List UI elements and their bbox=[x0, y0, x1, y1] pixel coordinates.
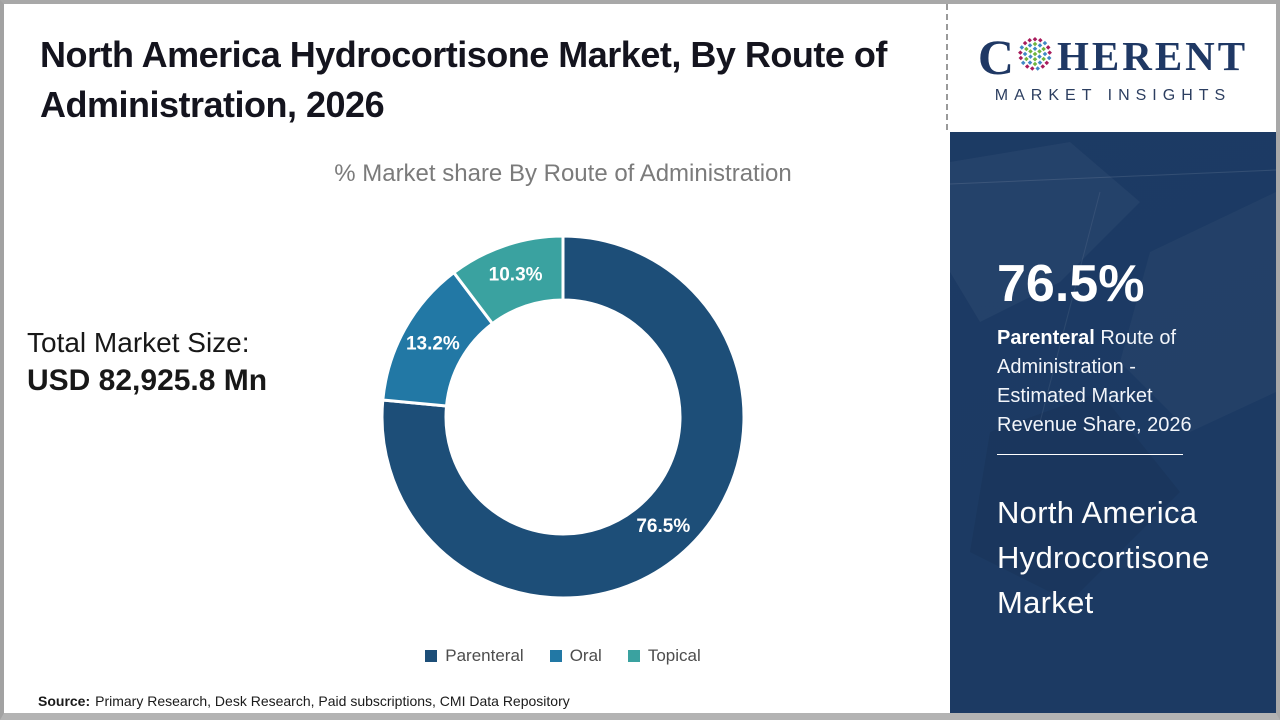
share-description-rest: Route of Administration - Estimated Mark… bbox=[997, 327, 1192, 436]
share-description: Parenteral Route of Administration - Est… bbox=[997, 324, 1209, 440]
legend-label-parenteral: Parenteral bbox=[445, 646, 524, 665]
map-watermark bbox=[950, 142, 1276, 602]
slice-topical bbox=[451, 234, 565, 326]
chart-legend: Parenteral Oral Topical bbox=[378, 646, 748, 666]
legend-label-oral: Oral bbox=[569, 646, 602, 665]
source-text: Primary Research, Desk Research, Paid su… bbox=[95, 693, 570, 709]
share-value: 76.5% bbox=[997, 255, 1145, 313]
total-market-value: USD 82,925.8 Mn bbox=[27, 364, 268, 397]
legend-swatch-topical bbox=[627, 650, 640, 662]
legend-item-oral: Oral bbox=[549, 646, 602, 666]
logo-letter-c: C bbox=[977, 28, 1014, 85]
logo: C HERENT MARKET INSIGHTS bbox=[950, 4, 1276, 132]
legend-item-topical: Topical bbox=[627, 646, 701, 666]
share-description-bold: Parenteral bbox=[997, 327, 1095, 349]
logo-letters-rest: HERENT bbox=[1056, 33, 1249, 79]
legend-swatch-parenteral bbox=[425, 650, 438, 662]
chart-title: % Market share By Route of Administratio… bbox=[334, 160, 792, 187]
sidebar-market-title: North America Hydrocortisone Market bbox=[997, 495, 1210, 620]
slice-label-oral: 13.2% bbox=[406, 333, 460, 354]
total-market-block: Total Market Size: USD 82,925.8 Mn bbox=[27, 324, 267, 400]
legend-item-parenteral: Parenteral bbox=[425, 646, 524, 666]
source-label: Source: bbox=[38, 693, 91, 709]
dashed-divider bbox=[946, 4, 948, 130]
source-line: Source: Primary Research, Desk Research, … bbox=[38, 693, 570, 709]
total-market-label: Total Market Size: bbox=[27, 327, 250, 358]
legend-label-topical: Topical bbox=[647, 646, 701, 665]
logo-wordmark: C HERENT bbox=[978, 32, 1248, 82]
slice-label-parenteral: 76.5% bbox=[636, 516, 690, 537]
page-title: North America Hydrocortisone Market, By … bbox=[40, 34, 887, 125]
slice-parenteral bbox=[380, 234, 746, 600]
logo-tagline: MARKET INSIGHTS bbox=[994, 86, 1232, 104]
globe-icon bbox=[1018, 36, 1052, 71]
sidebar: 76.5% Parenteral Route of Administration… bbox=[950, 132, 1276, 713]
legend-swatch-oral bbox=[549, 650, 562, 662]
separator-line bbox=[997, 454, 1183, 455]
slice-label-topical: 10.3% bbox=[489, 265, 543, 286]
donut-chart: 76.5% 13.2% 10.3% bbox=[378, 232, 748, 602]
